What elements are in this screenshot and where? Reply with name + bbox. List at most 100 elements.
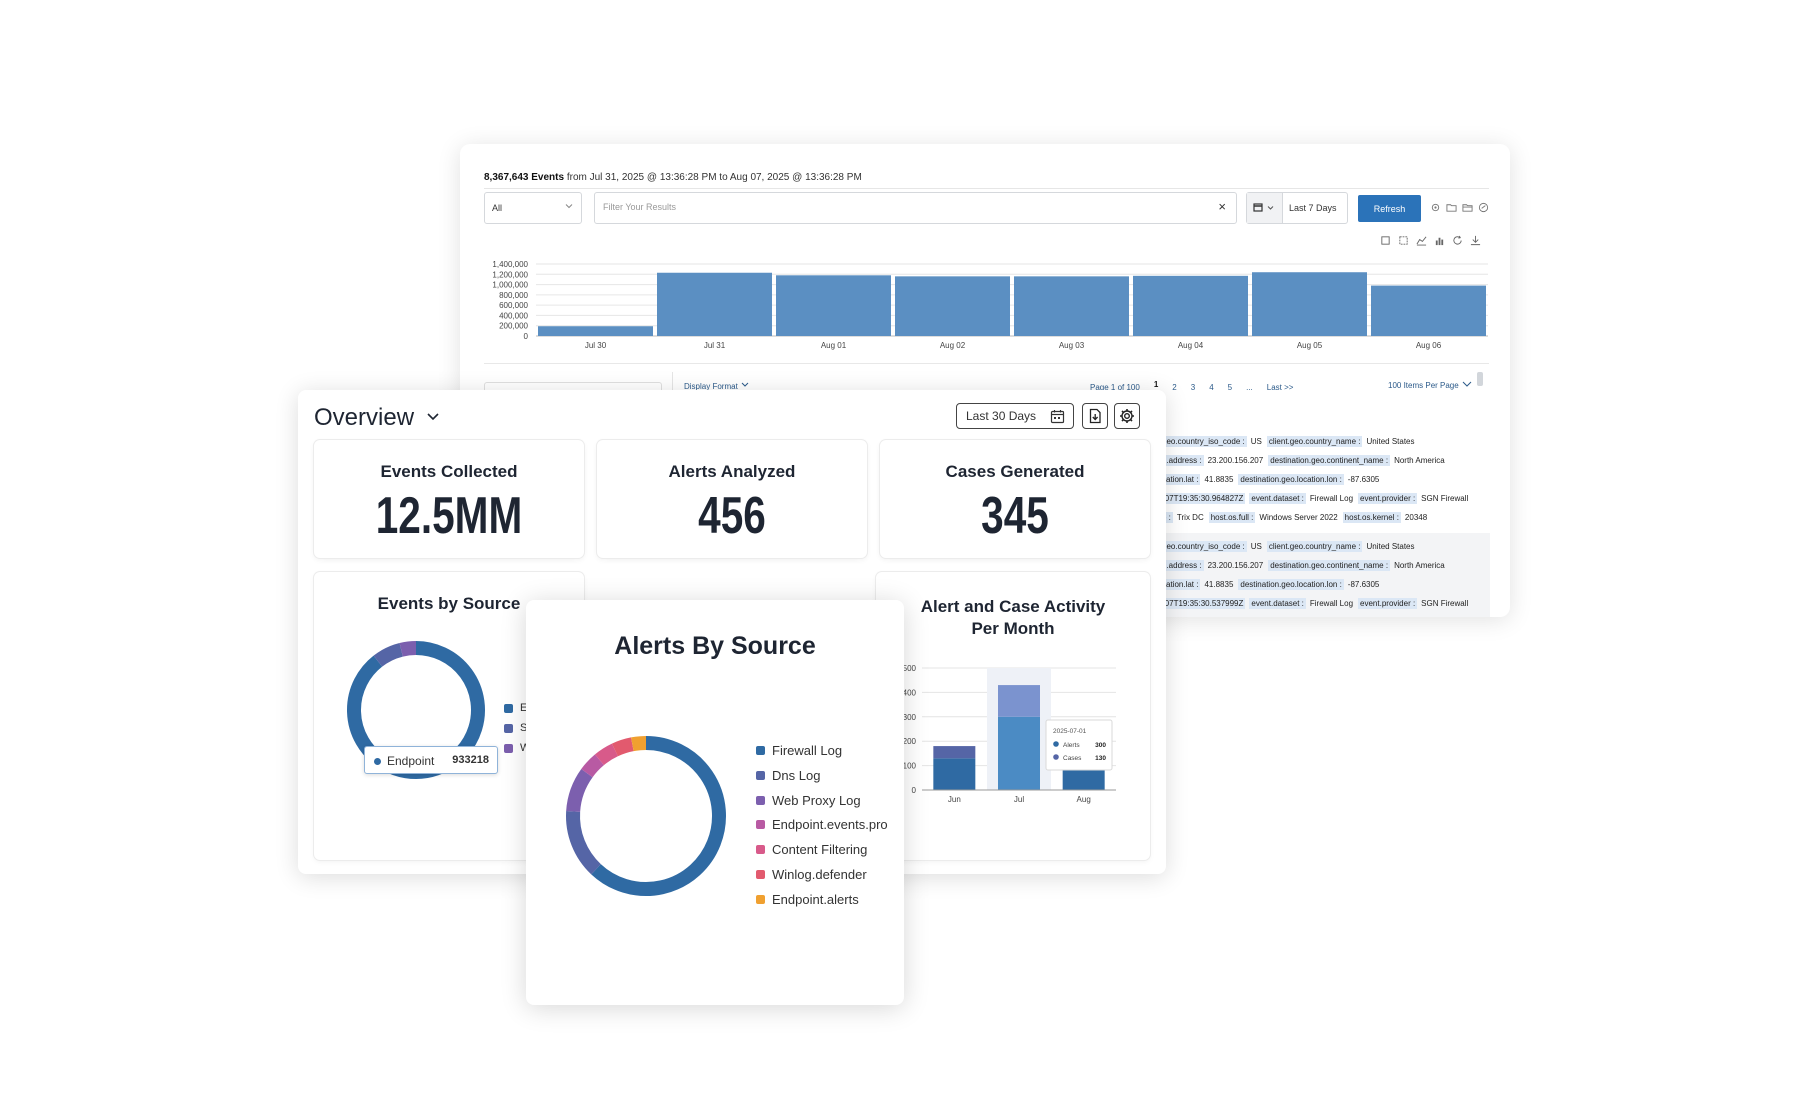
- export-file-icon: [1089, 408, 1101, 424]
- field-key: n.address :: [1160, 560, 1204, 571]
- bar-chart-icon[interactable]: [1434, 235, 1445, 246]
- toolbar-icons: [1430, 202, 1489, 213]
- field-value: 41.8835: [1204, 580, 1234, 589]
- refresh-button[interactable]: Refresh: [1358, 195, 1421, 222]
- stat-card-cases: Cases Generated 345: [880, 440, 1150, 558]
- donut-slice[interactable]: [399, 641, 417, 657]
- chart-tooltip: Endpoint 933218: [364, 746, 498, 774]
- export-button[interactable]: [1082, 403, 1108, 429]
- refresh-icon[interactable]: [1452, 235, 1463, 246]
- stacked-bar-alerts[interactable]: [933, 758, 976, 790]
- legend-label: Web Proxy Log: [772, 792, 861, 808]
- table-row-line: cation.lat :41.8835 destination.geo.locat…: [1160, 470, 1490, 489]
- chevron-down-icon[interactable]: [426, 412, 440, 422]
- page-link[interactable]: 5: [1227, 383, 1233, 392]
- events-count: 8,367,643 Events: [484, 172, 565, 183]
- histogram-bar[interactable]: [657, 272, 772, 336]
- tooltip-value: 130: [1095, 755, 1106, 762]
- display-format-select[interactable]: Display Format: [684, 381, 750, 391]
- legend-item[interactable]: Endpoint.alerts: [756, 892, 859, 907]
- download-icon[interactable]: [1470, 235, 1481, 246]
- donut-slice[interactable]: [566, 810, 601, 875]
- alerts-by-source-donut[interactable]: [526, 600, 904, 1005]
- histogram-bar[interactable]: [1371, 285, 1486, 336]
- page-title[interactable]: Overview: [314, 404, 415, 431]
- last-page-link[interactable]: Last >>: [1266, 383, 1294, 392]
- histogram-bar[interactable]: [1133, 275, 1248, 336]
- field-value: 23.200.156.207: [1207, 561, 1264, 570]
- gear-icon: [1120, 409, 1134, 423]
- donut-slice[interactable]: [566, 768, 593, 813]
- field-key: n.address :: [1160, 455, 1204, 466]
- histogram-bar[interactable]: [776, 275, 891, 336]
- table-row-line: -07T19:35:30.537999Z event.dataset : Firew…: [1160, 594, 1490, 613]
- histogram-bar[interactable]: [538, 326, 653, 336]
- legend-item[interactable]: Endpoint.events.pro: [756, 817, 888, 832]
- share-icon[interactable]: [1478, 202, 1489, 213]
- stat-value: 345: [981, 487, 1049, 545]
- donut-slice[interactable]: [373, 642, 404, 667]
- crop-icon[interactable]: [1380, 235, 1391, 246]
- field-key: client.geo.country_name :: [1266, 436, 1363, 447]
- filter-input[interactable]: [603, 202, 1193, 212]
- donut-slice[interactable]: [595, 743, 619, 766]
- legend-item[interactable]: Dns Log: [756, 768, 820, 783]
- settings-icon[interactable]: [1430, 202, 1441, 213]
- folder-open-icon[interactable]: [1446, 202, 1457, 213]
- field-value: Firewall Log: [1309, 494, 1354, 503]
- scrollbar-thumb[interactable]: [1477, 372, 1483, 386]
- stacked-bar-cases[interactable]: [933, 746, 976, 759]
- clear-filter-icon[interactable]: ×: [1218, 199, 1226, 214]
- page-link[interactable]: 4: [1209, 383, 1214, 392]
- table-row-line: geo.country_iso_code : US client.geo.count…: [1160, 432, 1490, 451]
- field-value: -87.6305: [1347, 580, 1380, 589]
- field-value: United States: [1366, 437, 1415, 446]
- x-tick-label: Aug 04: [1178, 341, 1204, 350]
- legend-item[interactable]: Content Filtering: [756, 842, 867, 857]
- stacked-bar-alerts[interactable]: [998, 716, 1040, 790]
- table-row[interactable]: geo.country_iso_code : US client.geo.count…: [1160, 428, 1490, 533]
- legend-item[interactable]: W: [504, 742, 530, 754]
- field-value: -87.6305: [1347, 475, 1380, 484]
- date-range-label: Last 7 Days: [1289, 203, 1337, 213]
- x-tick-label: Aug: [1077, 795, 1091, 804]
- calendar-toggle[interactable]: [1247, 193, 1283, 223]
- line-chart-icon[interactable]: [1416, 235, 1427, 246]
- event-type-select[interactable]: All: [484, 192, 582, 224]
- legend-item[interactable]: Firewall Log: [756, 743, 842, 758]
- stacked-bar-cases[interactable]: [998, 685, 1040, 717]
- pagination-ellipsis: ...: [1246, 383, 1253, 392]
- histogram-bar[interactable]: [1252, 272, 1367, 336]
- widget-title: Alerts By Source: [614, 632, 816, 660]
- donut-slice[interactable]: [581, 754, 605, 778]
- table-row-line: cation.lat :41.8835 destination.geo.locat…: [1160, 575, 1490, 594]
- items-per-page-select[interactable]: 100 Items Per Page: [1388, 380, 1473, 390]
- donut-slice[interactable]: [631, 736, 647, 752]
- folder-icon[interactable]: [1462, 202, 1473, 213]
- donut-slice[interactable]: [611, 737, 634, 757]
- legend-item[interactable]: Winlog.defender: [756, 867, 867, 882]
- donut-slice[interactable]: [591, 736, 726, 896]
- legend-item[interactable]: Web Proxy Log: [756, 793, 861, 808]
- legend-swatch: [756, 845, 765, 855]
- legend-label: W: [520, 742, 530, 754]
- event-type-value: All: [492, 203, 503, 213]
- dashboard-range-select[interactable]: Last 30 Days: [956, 403, 1074, 429]
- select-icon[interactable]: [1398, 235, 1409, 246]
- page-link[interactable]: 2: [1172, 383, 1177, 392]
- field-key: cation.lat :: [1160, 474, 1201, 485]
- histogram-bar[interactable]: [1014, 276, 1129, 336]
- date-range-select[interactable]: Last 7 Days: [1246, 192, 1348, 224]
- dashboard-range-label: Last 30 Days: [966, 409, 1037, 423]
- stat-card-events: Events Collected 12.5MM: [314, 440, 584, 558]
- chart-tooltip: 2025-07-01 Alerts 300 Cases 130: [1045, 719, 1113, 771]
- legend-item[interactable]: E: [504, 702, 527, 714]
- table-row[interactable]: geo.country_iso_code : US client.geo.count…: [1160, 533, 1490, 617]
- widget-title: Alert and Case Activity Per Month: [876, 596, 1150, 640]
- histogram-bar[interactable]: [895, 276, 1010, 336]
- stat-label: Alerts Analyzed: [668, 462, 796, 481]
- settings-button[interactable]: [1114, 403, 1140, 429]
- page-link[interactable]: 3: [1190, 383, 1196, 392]
- legend-item[interactable]: S: [504, 722, 527, 734]
- x-tick-label: Jul 30: [585, 341, 607, 350]
